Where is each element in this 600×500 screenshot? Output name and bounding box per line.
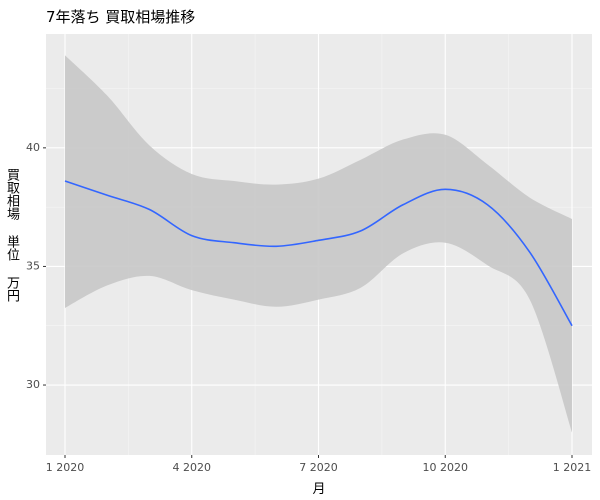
x-tick-label: 7 2020 [299, 461, 338, 474]
y-tick-label: 30 [26, 378, 40, 391]
x-axis-label: 月 [312, 482, 326, 497]
y-axis-label: 買取相場 単位 万円 [4, 168, 19, 302]
chart-title: 7年落ち 買取相場推移 [46, 8, 196, 26]
confidence-band [65, 55, 572, 433]
y-tick-label: 35 [26, 259, 40, 272]
x-tick-label: 10 2020 [423, 461, 469, 474]
smooth-line [64, 180, 573, 327]
y-tick-label: 40 [26, 141, 40, 154]
x-tick-label: 1 2021 [553, 461, 592, 474]
x-tick-label: 4 2020 [173, 461, 212, 474]
x-tick-label: 1 2020 [46, 461, 85, 474]
